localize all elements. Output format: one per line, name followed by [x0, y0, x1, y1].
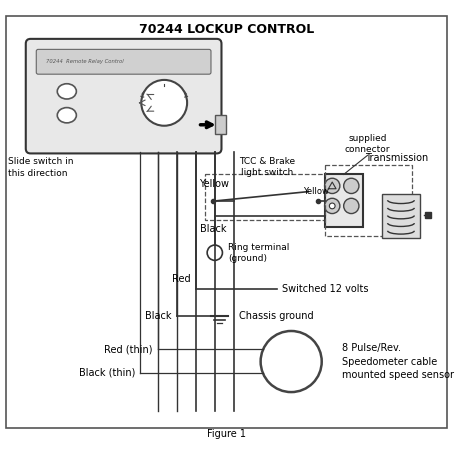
Bar [382, 194, 420, 239]
Circle shape [344, 198, 359, 214]
Bar [205, 175, 329, 220]
Text: TCC & Brake
light switch: TCC & Brake light switch [239, 157, 295, 177]
Circle shape [261, 331, 322, 392]
Text: Chassis ground: Chassis ground [239, 311, 313, 321]
FancyBboxPatch shape [36, 49, 211, 74]
Bar [325, 165, 412, 236]
Circle shape [325, 198, 340, 214]
Circle shape [325, 178, 340, 193]
Text: 70244 LOCKUP CONTROL: 70244 LOCKUP CONTROL [138, 23, 314, 36]
FancyBboxPatch shape [26, 39, 221, 153]
Text: 8 Pulse/Rev.
Speedometer cable
mounted speed sensor: 8 Pulse/Rev. Speedometer cable mounted s… [342, 343, 454, 380]
Text: Black: Black [146, 311, 172, 321]
Text: Black: Black [200, 224, 226, 234]
Text: Yellow: Yellow [303, 187, 329, 196]
Circle shape [344, 178, 359, 193]
Text: supplied
connector: supplied connector [345, 134, 390, 154]
Text: Slide switch in
this direction: Slide switch in this direction [8, 157, 73, 178]
Text: Red (thin): Red (thin) [104, 344, 153, 354]
Text: Transmission: Transmission [365, 153, 428, 163]
Text: Black (thin): Black (thin) [79, 368, 136, 378]
Text: Yellow: Yellow [199, 179, 229, 189]
Text: Ring terminal
(ground): Ring terminal (ground) [228, 243, 290, 263]
Circle shape [207, 245, 222, 260]
Text: 70244  Remote Relay Control: 70244 Remote Relay Control [46, 59, 124, 64]
Text: Red: Red [173, 275, 191, 285]
Circle shape [141, 80, 187, 126]
Circle shape [329, 203, 335, 209]
Bar [215, 115, 226, 134]
Bar [325, 175, 363, 227]
Text: Figure 1: Figure 1 [207, 429, 246, 439]
Text: Switched 12 volts: Switched 12 volts [282, 284, 368, 294]
Ellipse shape [57, 84, 76, 99]
Ellipse shape [57, 108, 76, 123]
